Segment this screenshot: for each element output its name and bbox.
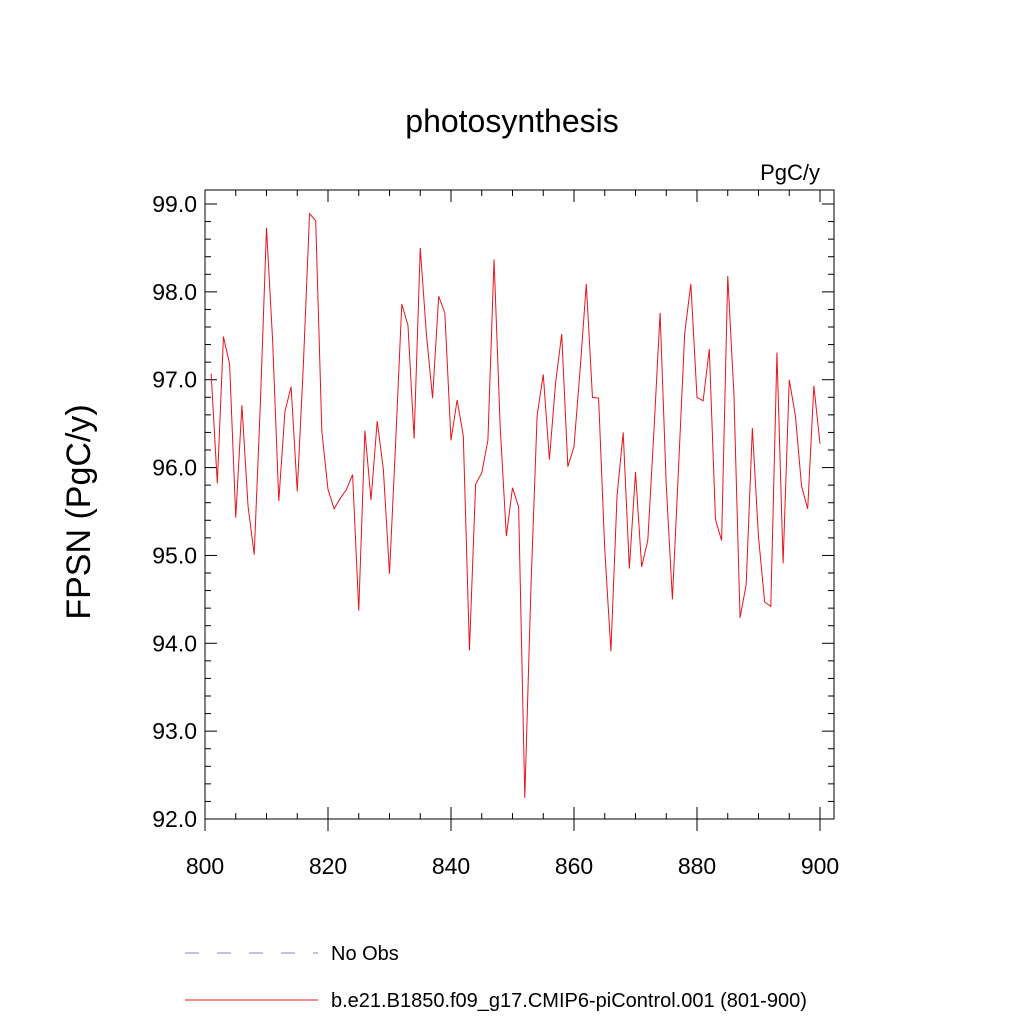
legend-label-1: b.e21.B1850.f09_g17.CMIP6-piControl.001 … <box>331 990 807 1012</box>
x-tick-label: 900 <box>801 853 839 879</box>
plot-frame <box>204 189 835 820</box>
y-tick-label: 97.0 <box>152 367 197 393</box>
x-tick-label: 860 <box>555 853 593 879</box>
y-tick-label: 93.0 <box>152 718 197 744</box>
x-tick-label: 820 <box>309 853 347 879</box>
plot-area: 92.0 93.0 94.0 95.0 96.0 97.0 98.0 99.0 800 820 84… <box>152 189 839 879</box>
y-tick-label: 99.0 <box>152 191 197 217</box>
y-axis-label: FPSN (PgC/y) <box>60 404 98 619</box>
y-tick-label: 96.0 <box>152 455 197 481</box>
y-tick-label: 92.0 <box>152 806 197 832</box>
series-line-0 <box>210 212 821 798</box>
legend: No Obs b.e21.B1850.f09_g17.CMIP6-piContro… <box>185 943 807 1012</box>
x-tick-label: 880 <box>678 853 716 879</box>
chart-title: photosynthesis <box>405 103 618 139</box>
legend-label-0: No Obs <box>331 943 399 965</box>
y-tick-label: 95.0 <box>152 542 197 568</box>
units-label: PgC/y <box>760 160 820 185</box>
y-tick-label: 98.0 <box>152 279 197 305</box>
x-tick-label: 840 <box>432 853 470 879</box>
x-tick-label: 800 <box>186 853 224 879</box>
y-tick-label: 94.0 <box>152 630 197 656</box>
